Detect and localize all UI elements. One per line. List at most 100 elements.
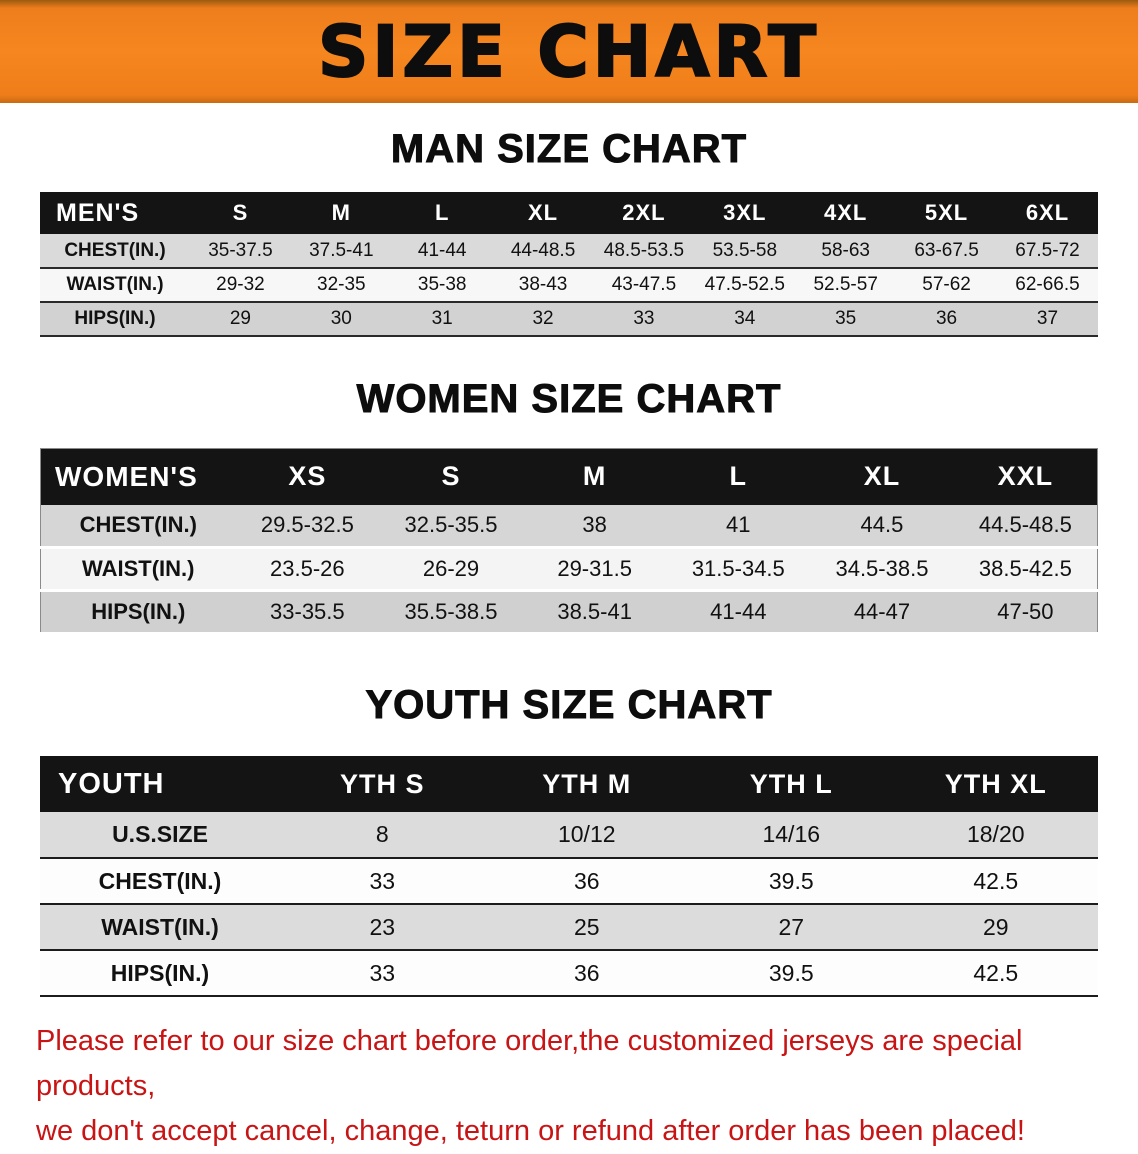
measurement-value: 44.5-48.5 xyxy=(978,512,1072,538)
measurement-value: 37 xyxy=(1036,308,1059,329)
measurement-label: HIPS(IN.) xyxy=(74,308,156,329)
measurement-value: 39.5 xyxy=(768,867,814,894)
table-title-cell: MEN'S xyxy=(40,192,190,234)
measurement-value: 14/16 xyxy=(762,821,821,847)
size-header-cell: M xyxy=(522,448,667,505)
measurement-label: HIPS(IN.) xyxy=(110,959,210,986)
measurement-value: 63-67.5 xyxy=(914,239,979,261)
measurement-label: CHEST(IN.) xyxy=(79,512,197,538)
measurement-value: 29-32 xyxy=(216,274,265,295)
size-header-cell: XL xyxy=(810,448,954,505)
measurement-value: 26-29 xyxy=(422,556,480,581)
size-header-cell: YTH S xyxy=(280,756,485,812)
header-row: YOUTH YTH S YTH M YTH L YTH XL xyxy=(40,756,1098,812)
disclaimer-line-2: we don't accept cancel, change, teturn o… xyxy=(36,1114,1025,1147)
measurement-value: 8 xyxy=(375,821,389,847)
measurement-value: 23.5-26 xyxy=(270,556,345,581)
header-row: WOMEN'S XS S M L XL XXL xyxy=(40,448,1098,505)
measurement-value: 33 xyxy=(633,308,655,329)
measurement-value: 42.5 xyxy=(973,959,1019,986)
size-header-cell: 5XL xyxy=(896,192,997,234)
table-title-cell: WOMEN'S xyxy=(40,448,236,505)
measurement-label: WAIST(IN.) xyxy=(101,913,219,940)
measurement-value: 44.5 xyxy=(860,512,904,538)
women-size-section: WOMEN SIZE CHART WOMEN'S XS S M L XL XXL CHEST(… xyxy=(0,377,1138,635)
measurement-value: 31.5-34.5 xyxy=(691,556,785,581)
measurement-row: CHEST(IN.) 33 36 39.5 42.5 xyxy=(40,858,1098,904)
measurement-value: 44-48.5 xyxy=(510,239,576,261)
youth-section-heading: YOUTH SIZE CHART xyxy=(365,683,773,728)
measurement-row: HIPS(IN.) 29 30 31 32 33 34 35 36 37 xyxy=(40,302,1098,336)
measurement-row: HIPS(IN.) 33-35.5 35.5-38.5 38.5-41 41-44 44-… xyxy=(40,590,1098,634)
measurement-value: 36 xyxy=(935,308,958,329)
measurement-value: 25 xyxy=(573,913,600,940)
measurement-value: 33-35.5 xyxy=(270,599,345,624)
measurement-value: 52.5-57 xyxy=(813,274,878,295)
measurement-value: 34 xyxy=(734,308,756,329)
measurement-value: 41-44 xyxy=(417,239,467,261)
measurement-label: WAIST(IN.) xyxy=(66,274,164,295)
size-header-cell: L xyxy=(666,448,811,505)
measurement-value: 48.5-53.5 xyxy=(603,239,685,261)
banner: SIZE CHART xyxy=(0,0,1138,103)
measurement-label: CHEST(IN.) xyxy=(64,239,166,261)
measurement-row: CHEST(IN.) 29.5-32.5 32.5-35.5 38 41 44.5 44.5… xyxy=(40,504,1098,548)
table-title-cell: YOUTH xyxy=(40,756,280,812)
measurement-value: 42.5 xyxy=(973,867,1019,894)
measurement-value: 38 xyxy=(582,512,607,538)
measurement-value: 39.5 xyxy=(768,959,814,986)
measurement-row: WAIST(IN.) 23 25 27 29 xyxy=(40,904,1098,950)
measurement-value: 47.5-52.5 xyxy=(704,274,785,295)
measurement-value: 35-37.5 xyxy=(208,239,273,261)
size-header-cell: L xyxy=(391,192,493,234)
size-header-cell: S xyxy=(190,192,291,234)
measurement-value: 35 xyxy=(835,308,857,329)
size-header-cell: 6XL xyxy=(997,192,1098,234)
men-section-heading: MAN SIZE CHART xyxy=(390,127,748,172)
size-header-cell: XXL xyxy=(953,448,1098,505)
measurement-row: WAIST(IN.) 23.5-26 26-29 29-31.5 31.5-34.5 34… xyxy=(40,547,1098,591)
measurement-value: 32 xyxy=(532,308,554,329)
measurement-value: 41 xyxy=(726,512,751,538)
header-row: MEN'S S M L XL 2XL 3XL 4XL 5XL 6XL xyxy=(40,192,1098,234)
measurement-value: 36 xyxy=(573,959,600,986)
size-header-cell: XS xyxy=(235,448,380,505)
size-header-cell: YTH XL xyxy=(893,756,1098,812)
size-header-cell: XL xyxy=(492,192,594,234)
measurement-value: 29 xyxy=(229,308,251,329)
measurement-value: 67.5-72 xyxy=(1015,239,1080,261)
measurement-row: HIPS(IN.) 33 36 39.5 42.5 xyxy=(40,950,1098,996)
size-header-cell: YTH M xyxy=(484,756,689,812)
size-header-cell: 4XL xyxy=(795,192,897,234)
measurement-row: WAIST(IN.) 29-32 32-35 35-38 38-43 43-47.5 47.… xyxy=(40,268,1098,302)
measurement-value: 29 xyxy=(982,913,1009,940)
measurement-value: 30 xyxy=(330,308,352,329)
measurement-value: 35.5-38.5 xyxy=(404,599,498,624)
measurement-value: 38.5-41 xyxy=(557,599,632,624)
measurement-value: 41-44 xyxy=(710,599,767,624)
size-header-cell: S xyxy=(379,448,523,505)
measurement-value: 29.5-32.5 xyxy=(260,512,354,538)
measurement-value: 37.5-41 xyxy=(309,239,374,261)
measurement-value: 27 xyxy=(778,913,805,940)
page-title: SIZE CHART xyxy=(317,10,821,93)
size-header-cell: M xyxy=(290,192,392,234)
measurement-value: 34.5-38.5 xyxy=(835,556,929,581)
measurement-value: 58-63 xyxy=(821,239,870,261)
measurement-value: 29-31.5 xyxy=(557,556,632,581)
measurement-value: 32-35 xyxy=(317,274,366,295)
size-header-cell: 3XL xyxy=(694,192,796,234)
measurement-value: 36 xyxy=(573,867,600,894)
measurement-label: HIPS(IN.) xyxy=(91,599,186,624)
measurement-value: 31 xyxy=(431,308,453,329)
youth-size-section: YOUTH SIZE CHART YOUTH YTH S YTH M YTH L YTH… xyxy=(0,683,1138,997)
measurement-label: WAIST(IN.) xyxy=(82,556,195,581)
men-size-table: MEN'S S M L XL 2XL 3XL 4XL 5XL 6XL CHEST(IN.) 35-37… xyxy=(40,192,1098,337)
measurement-row: U.S.SIZE 8 10/12 14/16 18/20 xyxy=(40,812,1098,858)
men-size-section: MAN SIZE CHART MEN'S S M L XL 2XL 3XL 4XL 5XL 6XL… xyxy=(0,127,1138,337)
measurement-value: 38-43 xyxy=(518,274,568,295)
measurement-value: 53.5-58 xyxy=(712,239,778,261)
measurement-label: U.S.SIZE xyxy=(112,821,208,847)
measurement-value: 23 xyxy=(369,913,396,940)
